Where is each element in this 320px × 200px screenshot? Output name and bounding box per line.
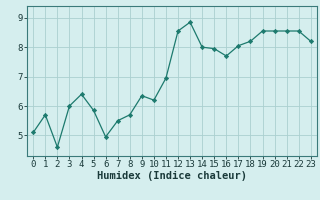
X-axis label: Humidex (Indice chaleur): Humidex (Indice chaleur) <box>97 171 247 181</box>
